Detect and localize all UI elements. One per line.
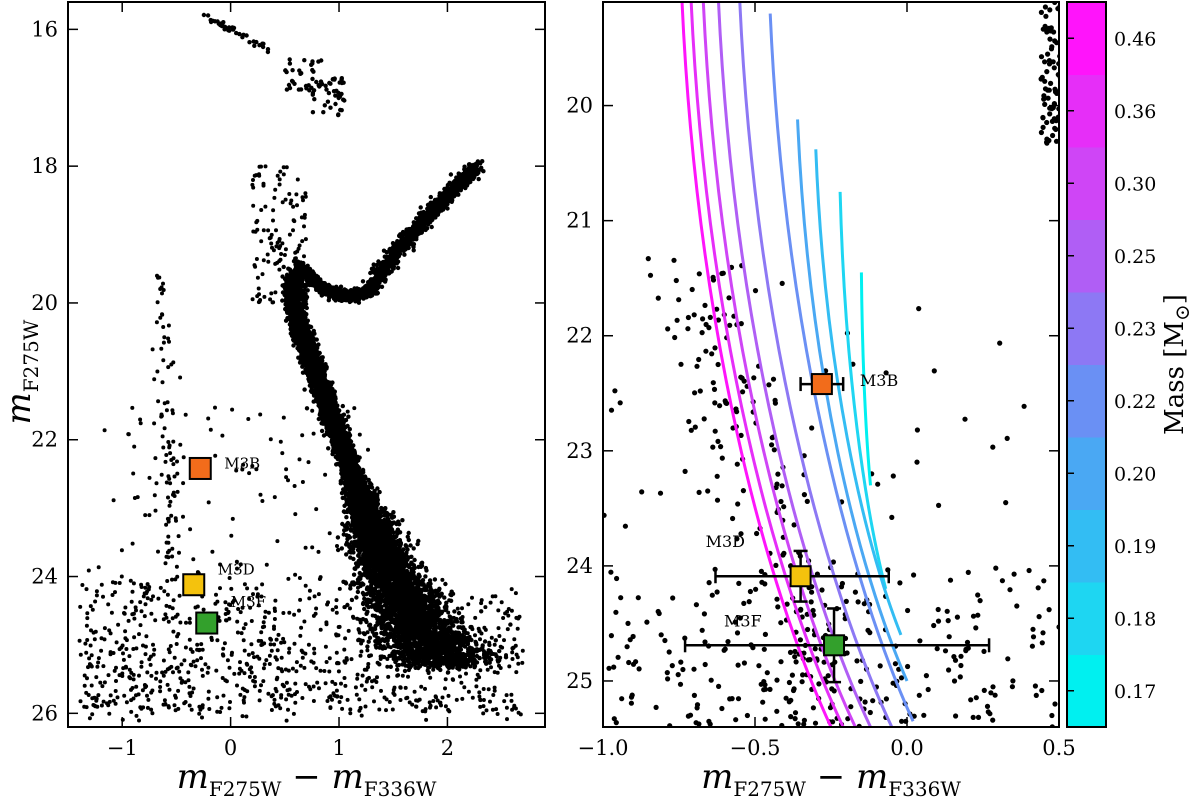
star-point [432, 577, 438, 582]
star-point [326, 446, 331, 451]
star-point [437, 586, 442, 591]
star-point [366, 639, 371, 644]
star-point [469, 637, 474, 643]
star-point [360, 590, 366, 596]
star-point [454, 619, 460, 624]
star-point [479, 609, 484, 614]
star-point [304, 406, 310, 411]
star-point [413, 665, 418, 670]
star-point [482, 639, 488, 644]
star-point [335, 535, 341, 540]
left-star-points [77, 12, 525, 723]
star-point [400, 518, 405, 523]
star-point [442, 595, 447, 600]
star-point [377, 489, 382, 495]
star-point [497, 648, 502, 654]
star-point [376, 636, 381, 641]
star-point [340, 495, 345, 501]
star-point [364, 619, 369, 625]
star-point [493, 638, 498, 643]
star-point [365, 644, 370, 649]
star-point [354, 595, 359, 600]
star-point [508, 622, 513, 627]
star-point [367, 635, 373, 640]
star-point [280, 298, 285, 303]
star-point [351, 550, 356, 555]
star-point [423, 574, 428, 579]
star-point [364, 611, 369, 616]
star-point [291, 343, 296, 348]
star-point [450, 623, 455, 628]
star-point [302, 387, 307, 392]
star-point [362, 606, 367, 612]
star-point [348, 549, 353, 555]
star-point [456, 610, 462, 616]
star-point [412, 557, 417, 563]
star-point [347, 427, 352, 432]
